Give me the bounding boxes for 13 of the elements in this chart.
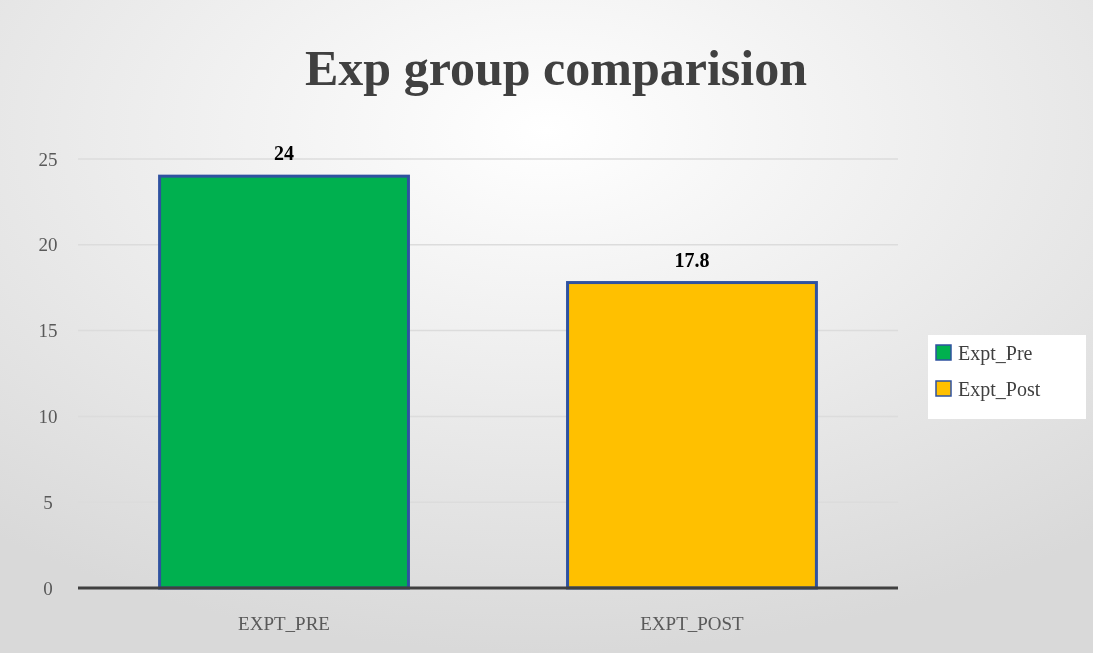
y-tick-label: 20	[38, 234, 58, 256]
chart-title: Exp group comparision	[305, 40, 808, 96]
x-tick-label: EXPT_PRE	[238, 613, 330, 634]
data-label: 24	[274, 142, 295, 165]
y-tick-label: 5	[43, 491, 53, 513]
y-tick-label: 25	[38, 148, 58, 170]
legend-label: Expt_Post	[958, 378, 1041, 401]
legend-label: Expt_Pre	[958, 342, 1033, 365]
y-tick-label: 0	[43, 577, 53, 599]
y-tick-label: 15	[38, 320, 58, 342]
data-label: 17.8	[674, 248, 710, 271]
x-tick-label: EXPT_POST	[640, 613, 745, 634]
y-tick-label: 10	[38, 406, 58, 428]
